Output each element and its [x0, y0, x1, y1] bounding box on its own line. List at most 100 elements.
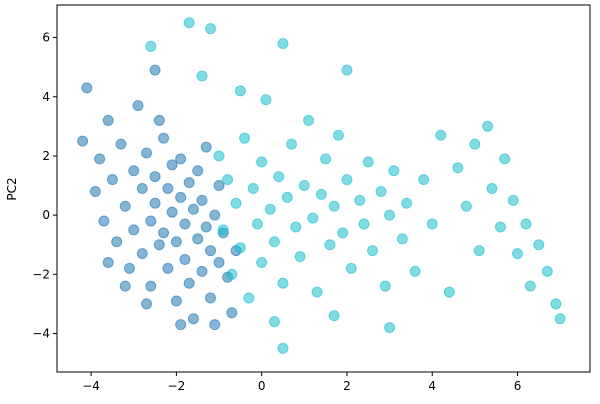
data-point: [149, 171, 161, 183]
data-point: [256, 256, 268, 268]
data-point: [324, 239, 336, 251]
data-point: [251, 218, 263, 230]
data-point: [290, 221, 302, 233]
data-point: [187, 313, 199, 325]
data-point: [494, 221, 506, 233]
x-tick-label: −4: [82, 379, 100, 393]
data-point: [115, 138, 127, 150]
data-point: [102, 114, 114, 126]
data-point: [264, 203, 276, 215]
data-point: [332, 129, 344, 141]
data-point: [119, 200, 131, 212]
data-point: [136, 183, 148, 194]
data-point: [209, 209, 221, 221]
data-point: [384, 209, 396, 221]
y-tick-label: −4: [32, 327, 50, 341]
data-point: [286, 138, 298, 150]
data-point: [230, 197, 242, 209]
data-point: [452, 162, 464, 174]
data-point: [524, 280, 536, 292]
data-point: [200, 221, 212, 233]
plot-frame: [56, 4, 591, 373]
data-point: [486, 183, 498, 194]
data-point: [179, 254, 191, 266]
data-point: [239, 132, 251, 144]
data-point: [187, 203, 199, 215]
data-point: [507, 194, 519, 206]
data-point: [260, 94, 272, 106]
x-tick-label: 2: [343, 379, 351, 393]
data-point: [469, 138, 481, 150]
data-point: [192, 165, 204, 177]
data-point: [443, 286, 455, 298]
data-point: [320, 153, 332, 165]
data-point: [520, 218, 532, 230]
data-point: [196, 70, 208, 82]
data-point: [268, 316, 280, 328]
data-point: [98, 215, 110, 227]
data-point: [162, 183, 174, 194]
data-point: [298, 180, 310, 192]
data-point: [119, 280, 131, 292]
data-point: [554, 313, 566, 325]
data-point: [141, 298, 153, 310]
data-point: [149, 64, 161, 76]
data-point: [153, 114, 165, 126]
data-point: [175, 153, 187, 165]
data-point: [307, 212, 319, 224]
data-point: [362, 156, 374, 168]
data-point: [153, 239, 165, 251]
data-point: [256, 156, 268, 168]
data-point: [460, 200, 472, 212]
data-point: [162, 262, 174, 274]
data-point: [473, 245, 485, 257]
data-point: [213, 150, 225, 162]
data-point: [388, 165, 400, 177]
data-point: [183, 17, 195, 29]
data-point: [158, 227, 170, 239]
data-point: [337, 227, 349, 239]
x-tick-label: 4: [428, 379, 436, 393]
data-point: [541, 265, 553, 277]
data-point: [341, 174, 353, 186]
data-point: [311, 286, 323, 298]
data-point: [379, 280, 391, 292]
data-point: [277, 37, 289, 49]
data-point: [341, 64, 353, 76]
data-point: [102, 256, 114, 268]
data-point: [550, 298, 562, 310]
data-point: [234, 242, 246, 254]
data-point: [234, 85, 246, 97]
data-point: [89, 185, 101, 197]
data-point: [358, 218, 370, 230]
data-point: [281, 191, 293, 203]
x-tick-label: 0: [258, 379, 266, 393]
data-point: [499, 153, 511, 165]
data-point: [77, 135, 89, 147]
data-point: [277, 277, 289, 289]
data-point: [226, 307, 238, 319]
data-point: [367, 245, 379, 257]
data-point: [175, 191, 187, 203]
data-point: [243, 292, 255, 304]
data-point: [196, 194, 208, 206]
data-point: [132, 100, 144, 112]
data-point: [145, 40, 157, 52]
y-axis-label: PC2: [5, 177, 19, 200]
data-point: [384, 322, 396, 334]
y-tick-label: −2: [32, 267, 50, 281]
data-point: [409, 265, 421, 277]
data-point: [179, 218, 191, 230]
data-point: [145, 280, 157, 292]
data-point: [149, 197, 161, 209]
data-point: [145, 215, 157, 227]
x-tick-label: 6: [514, 379, 522, 393]
data-point: [205, 23, 217, 35]
data-point: [192, 233, 204, 245]
data-point: [401, 197, 413, 209]
y-tick-label: 0: [42, 208, 50, 222]
data-point: [94, 153, 106, 165]
data-point: [175, 319, 187, 331]
